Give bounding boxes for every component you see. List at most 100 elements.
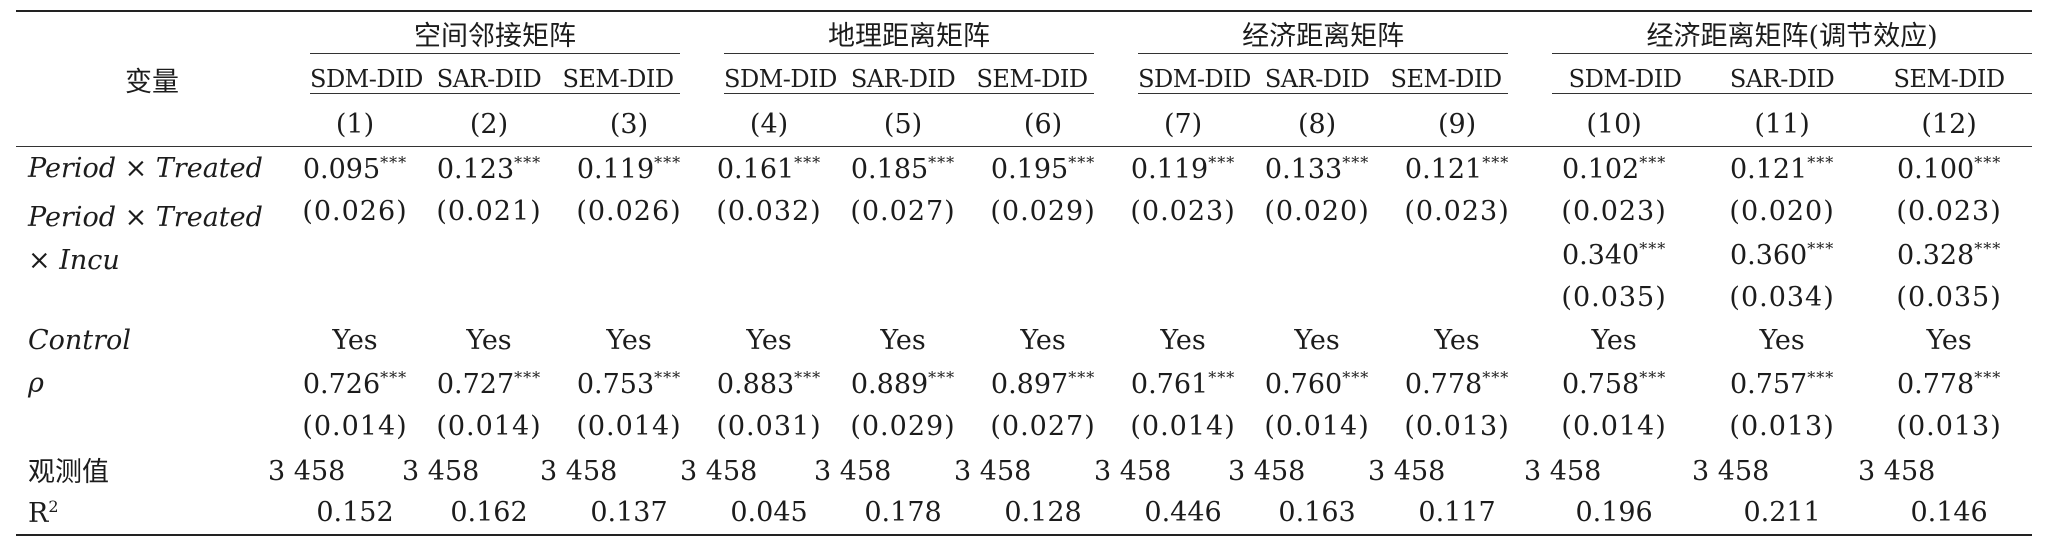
control-cell: Yes bbox=[1020, 325, 1066, 356]
se-cell: (0.027) bbox=[990, 411, 1096, 442]
r2-cell: 0.163 bbox=[1278, 497, 1356, 528]
column-number: (12) bbox=[1921, 108, 1977, 140]
coef-cell: 0.761*** bbox=[1130, 367, 1236, 400]
obs-cell: 3 458 bbox=[814, 456, 892, 487]
obs-cell: 3 458 bbox=[1228, 456, 1306, 487]
row-label-period-treated-incu-line2: × Incu bbox=[28, 245, 120, 276]
control-cell: Yes bbox=[1591, 325, 1637, 356]
se-cell: (0.026) bbox=[302, 196, 408, 227]
coef-cell: 0.095*** bbox=[302, 152, 408, 185]
se-cell: (0.014) bbox=[1561, 411, 1667, 442]
period-treated-incu-coef-row: × Incu 0.340*** 0.360*** 0.328*** bbox=[16, 233, 2032, 277]
column-number: (1) bbox=[335, 108, 375, 140]
coef-cell: 0.778*** bbox=[1404, 367, 1510, 400]
control-cell: Yes bbox=[1926, 325, 1972, 356]
variable-header: 变量 bbox=[16, 11, 288, 147]
coef-cell: 0.340*** bbox=[1561, 238, 1667, 271]
column-number: (2) bbox=[469, 108, 509, 140]
se-cell: (0.020) bbox=[1264, 196, 1370, 227]
period-treated-incu-se-row: (0.035) (0.034) (0.035) bbox=[16, 276, 2032, 319]
se-cell: (0.023) bbox=[1130, 196, 1236, 227]
group-header-3: 经济距离矩阵 bbox=[1138, 14, 1509, 54]
se-cell: (0.027) bbox=[850, 196, 956, 227]
obs-cell: 3 458 bbox=[1368, 456, 1446, 487]
control-cell: Yes bbox=[332, 325, 378, 356]
coef-cell: 0.123*** bbox=[436, 152, 542, 185]
se-cell: (0.013) bbox=[1729, 411, 1835, 442]
control-cell: Yes bbox=[746, 325, 792, 356]
coef-cell: 0.760*** bbox=[1264, 367, 1370, 400]
column-number: (6) bbox=[1023, 108, 1063, 140]
coef-cell: 0.778*** bbox=[1896, 367, 2002, 400]
row-label-period-treated-incu-line1: Period × Treated bbox=[28, 202, 263, 233]
column-number: (8) bbox=[1297, 108, 1337, 140]
se-cell: (0.035) bbox=[1896, 282, 2002, 313]
coef-cell: 0.121*** bbox=[1404, 152, 1510, 185]
control-cell: Yes bbox=[466, 325, 512, 356]
model-header: SDM-DID bbox=[724, 64, 837, 94]
column-number: (10) bbox=[1586, 108, 1642, 140]
se-cell: (0.029) bbox=[850, 411, 956, 442]
control-cell: Yes bbox=[1759, 325, 1805, 356]
r2-cell: 0.045 bbox=[730, 497, 808, 528]
coef-cell: 0.119*** bbox=[1130, 152, 1236, 185]
se-cell: (0.035) bbox=[1561, 282, 1667, 313]
coef-cell: 0.161*** bbox=[716, 152, 822, 185]
se-cell: (0.014) bbox=[302, 411, 408, 442]
r2-cell: 0.178 bbox=[864, 497, 942, 528]
column-number: (5) bbox=[883, 108, 923, 140]
coef-cell: 0.121*** bbox=[1729, 152, 1835, 185]
model-header: SAR-DID bbox=[1698, 65, 1867, 94]
column-number: (7) bbox=[1163, 108, 1203, 140]
se-cell: (0.013) bbox=[1404, 411, 1510, 442]
se-cell: (0.023) bbox=[1561, 196, 1667, 227]
obs-cell: 3 458 bbox=[402, 456, 480, 487]
coef-cell: 0.883*** bbox=[716, 367, 822, 400]
model-header: SDM-DID bbox=[1138, 64, 1251, 94]
obs-cell: 3 458 bbox=[1094, 456, 1172, 487]
se-cell: (0.021) bbox=[436, 196, 542, 227]
control-cell: Yes bbox=[606, 325, 652, 356]
r2-cell: 0.446 bbox=[1144, 497, 1222, 528]
obs-cell: 3 458 bbox=[680, 456, 758, 487]
model-header: SEM-DID bbox=[556, 65, 681, 94]
column-number-row: (1) (2) (3) (4) (5) (6) (7) (8) (9) (10)… bbox=[16, 102, 2033, 147]
model-header: SAR-DID bbox=[1250, 65, 1385, 94]
regression-table: 变量 空间邻接矩阵 地理距离矩阵 经济距离矩阵 经济距离矩阵(调节效应) SDM… bbox=[16, 10, 2033, 536]
r2-cell: 0.152 bbox=[316, 497, 394, 528]
model-header: SAR-DID bbox=[836, 65, 971, 94]
se-cell: (0.029) bbox=[990, 196, 1096, 227]
model-header: SAR-DID bbox=[422, 65, 556, 94]
obs-cell: 3 458 bbox=[954, 456, 1032, 487]
row-label-control: Control bbox=[28, 325, 131, 356]
model-header: SEM-DID bbox=[970, 65, 1095, 94]
se-cell: (0.026) bbox=[576, 196, 682, 227]
se-cell: (0.013) bbox=[1896, 411, 2002, 442]
row-label-period-treated: Period × Treated bbox=[28, 153, 263, 184]
control-cell: Yes bbox=[1434, 325, 1480, 356]
coef-cell: 0.328*** bbox=[1896, 238, 2002, 271]
se-cell: (0.014) bbox=[436, 411, 542, 442]
control-cell: Yes bbox=[1160, 325, 1206, 356]
coef-cell: 0.119*** bbox=[576, 152, 682, 185]
model-header: SEM-DID bbox=[1866, 65, 2033, 94]
control-cell: Yes bbox=[880, 325, 926, 356]
r2-cell: 0.162 bbox=[450, 497, 528, 528]
model-header-row: SDM-DID SAR-DID SEM-DID SDM-DID SAR-DID … bbox=[16, 56, 2033, 102]
period-treated-coef-row: Period × Treated 0.095*** 0.123*** 0.119… bbox=[16, 147, 2032, 191]
obs-cell: 3 458 bbox=[1524, 456, 1602, 487]
control-cell: Yes bbox=[1294, 325, 1340, 356]
group-header-1: 空间邻接矩阵 bbox=[310, 14, 681, 54]
column-number: (9) bbox=[1437, 108, 1477, 140]
row-label-r2: R2 bbox=[28, 496, 59, 529]
model-header: SDM-DID bbox=[310, 64, 423, 94]
column-number: (11) bbox=[1754, 108, 1810, 140]
control-row: Control Yes Yes Yes Yes Yes Yes Yes Yes … bbox=[16, 319, 2032, 362]
r2-cell: 0.146 bbox=[1910, 497, 1988, 528]
se-cell: (0.014) bbox=[576, 411, 682, 442]
row-label-rho: ρ bbox=[28, 368, 44, 399]
se-cell: (0.020) bbox=[1729, 196, 1835, 227]
model-header: SDM-DID bbox=[1552, 65, 1699, 94]
se-cell: (0.032) bbox=[716, 196, 822, 227]
